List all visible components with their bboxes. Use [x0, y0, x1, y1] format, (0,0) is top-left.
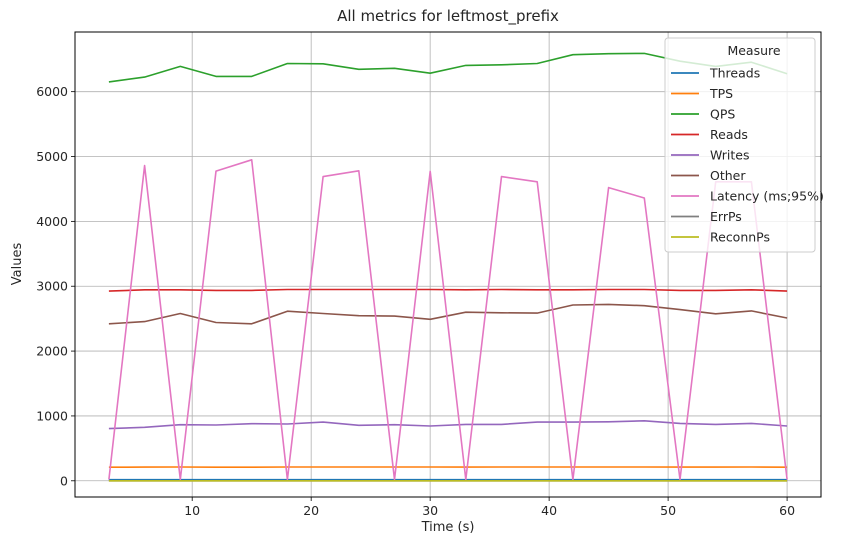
legend-label-writes: Writes [710, 148, 750, 163]
y-tick-label: 3000 [36, 279, 68, 294]
y-axis-label: Values [10, 243, 25, 286]
x-tick-label: 40 [541, 503, 557, 518]
y-tick-label: 0 [60, 473, 68, 488]
y-axis-ticks: 0 1000 2000 3000 4000 5000 6000 [36, 84, 75, 488]
y-tick-label: 4000 [36, 214, 68, 229]
x-tick-label: 20 [303, 503, 319, 518]
series-lines [108, 52, 788, 482]
legend-label-reads: Reads [710, 127, 748, 142]
series-line-other [108, 303, 788, 325]
legend-label-threads: Threads [709, 66, 760, 81]
x-tick-label: 50 [660, 503, 676, 518]
y-tick-label: 1000 [36, 408, 68, 423]
legend-label-qps: QPS [710, 107, 735, 122]
legend-title: Measure [727, 43, 780, 58]
x-tick-label: 60 [779, 503, 795, 518]
x-tick-label: 30 [422, 503, 438, 518]
legend-entries: Threads TPS QPS Reads Writes Other Latency (ms… [671, 66, 824, 245]
legend-label-latency-ms-95: Latency (ms;95%) [710, 189, 824, 204]
legend-label-tps: TPS [709, 86, 733, 101]
series-line-writes [108, 419, 788, 430]
legend: Measure Threads TPS QPS Reads Writes Other Lat… [664, 37, 824, 253]
chart-title: All metrics for leftmost_prefix [337, 7, 559, 26]
x-axis-ticks: 10 20 30 40 50 60 [184, 497, 795, 518]
legend-label-reconnps: ReconnPs [710, 230, 770, 245]
legend-label-other: Other [710, 168, 746, 183]
series-line-latency-ms-95 [108, 159, 788, 481]
legend-box [664, 37, 816, 253]
series-line-reads [108, 288, 788, 292]
x-tick-label: 10 [184, 503, 200, 518]
plot-frame [74, 31, 822, 498]
y-tick-label: 6000 [36, 84, 68, 99]
y-tick-label: 2000 [36, 344, 68, 359]
y-tick-label: 5000 [36, 149, 68, 164]
x-axis-label: Time (s) [421, 520, 475, 535]
legend-label-errps: ErrPs [710, 209, 742, 224]
